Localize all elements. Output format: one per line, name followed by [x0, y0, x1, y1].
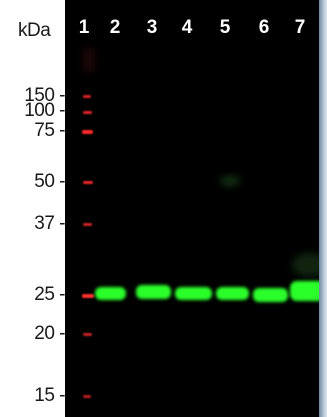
lane-label-2: 2: [109, 17, 121, 38]
marker-100-label: 100 -: [24, 100, 65, 121]
ladder-band-150: [83, 95, 91, 98]
ladder-band-15: [83, 395, 91, 398]
faint-spot: [220, 176, 240, 186]
lane-label-3: 3: [146, 17, 158, 38]
marker-75-label: 75 -: [34, 120, 65, 141]
ladder-band-100: [83, 111, 92, 114]
band-lane-6: [290, 281, 325, 301]
band-lane-3: [175, 287, 212, 300]
kda-unit-label: kDa: [18, 20, 51, 41]
image-edge-strip: [319, 0, 327, 417]
marker-50-label: 50 -: [34, 171, 65, 192]
lane-label-6: 6: [258, 17, 270, 38]
lane-label-1: 1: [78, 17, 90, 38]
band-lane-2: [136, 285, 171, 299]
blot-bands: [82, 48, 327, 398]
ladder-band-20: [83, 333, 92, 336]
ladder-band-37: [83, 223, 92, 226]
ladder-band-50: [83, 181, 93, 184]
lane-label-7: 7: [294, 17, 306, 38]
marker-25-label: 25 -: [34, 284, 65, 305]
ladder-smear: [83, 48, 95, 72]
lane-label-4: 4: [181, 17, 193, 38]
ladder-band-75: [82, 130, 93, 134]
band-lane-4: [216, 287, 249, 300]
ladder-band-25: [82, 294, 94, 298]
band-lane-1: [95, 287, 126, 300]
lane-label-5: 5: [219, 17, 231, 38]
marker-150-label: 150 -: [24, 85, 65, 106]
marker-37-label: 37 -: [34, 213, 65, 234]
blot-image: 1 2 3 4 5 6 7: [65, 0, 327, 417]
marker-20-label: 20 -: [34, 323, 65, 344]
band-lane-5: [253, 288, 288, 302]
marker-15-label: 15 -: [34, 385, 65, 406]
lane-7-haze: [292, 253, 327, 277]
